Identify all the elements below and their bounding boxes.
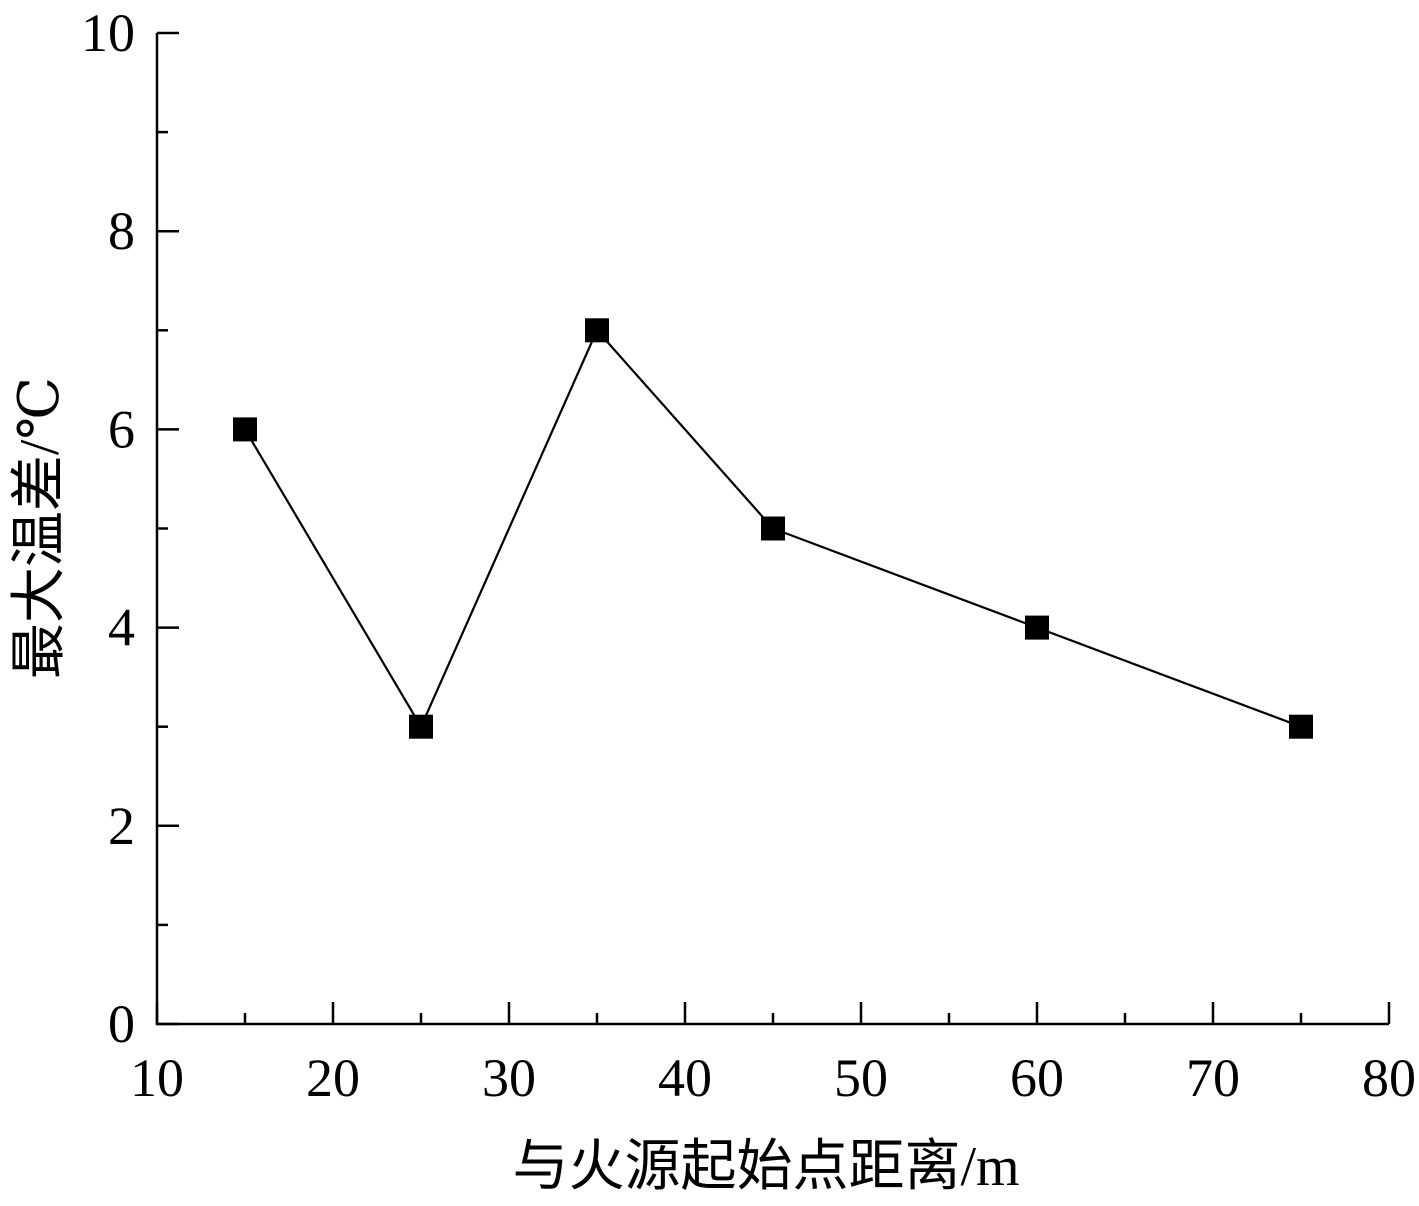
x-tick-label: 20 (306, 1048, 360, 1108)
x-tick-label: 40 (658, 1048, 712, 1108)
x-tick-label: 70 (1186, 1048, 1240, 1108)
data-point-marker (585, 318, 609, 343)
data-point-marker (233, 417, 257, 442)
x-tick-label: 30 (482, 1048, 536, 1108)
series (233, 318, 1313, 739)
data-point-marker (761, 516, 785, 541)
data-point-marker (409, 714, 433, 739)
y-axis-title: 最大温差/℃ (9, 377, 71, 679)
y-tick-label: 4 (108, 598, 135, 658)
y-tick-label: 6 (108, 399, 135, 459)
y-tick-label: 2 (108, 796, 135, 856)
x-tick-label: 60 (1010, 1048, 1064, 1108)
x-axis-title: 与火源起始点距离/m (512, 1136, 1019, 1198)
y-tick-label: 8 (108, 201, 135, 261)
data-point-marker (1025, 615, 1049, 640)
x-tick-label: 80 (1362, 1048, 1416, 1108)
x-tick-label: 10 (130, 1048, 184, 1108)
y-tick-label: 0 (108, 994, 135, 1054)
ticks: 10 20 30 40 50 60 70 80 0 2 4 6 8 10 (81, 3, 1416, 1108)
data-point-marker (1289, 714, 1313, 739)
series-line (244, 328, 1302, 730)
y-tick-label: 10 (81, 3, 135, 63)
x-tick-label: 50 (834, 1048, 888, 1108)
